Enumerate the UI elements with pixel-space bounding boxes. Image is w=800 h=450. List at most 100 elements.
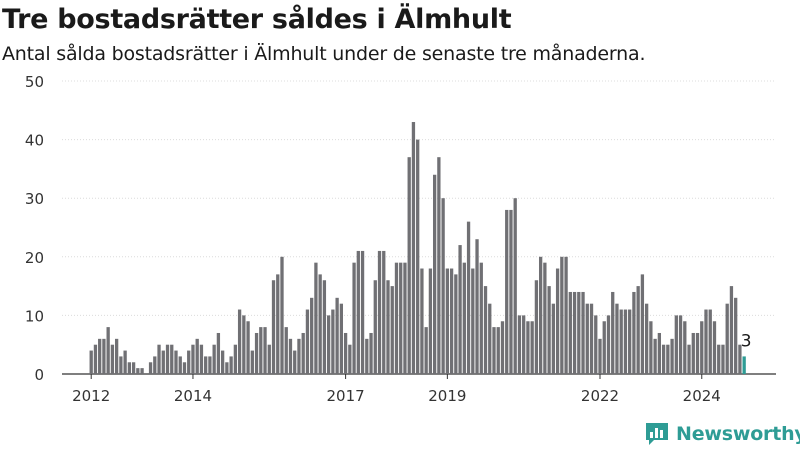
bar — [564, 256, 568, 374]
bar — [522, 315, 526, 374]
bar — [178, 356, 182, 374]
bar — [632, 291, 636, 374]
newsworthy-logo[interactable]: Newsworthy — [644, 420, 800, 448]
bar — [581, 291, 585, 374]
bar — [136, 368, 140, 374]
x-tick-label: 2019 — [428, 387, 466, 405]
x-tick-label: 2014 — [174, 387, 212, 405]
bar — [373, 280, 377, 374]
bars — [89, 122, 746, 375]
bar — [708, 309, 712, 374]
bar — [445, 268, 450, 374]
bar — [657, 332, 662, 374]
bar — [382, 250, 386, 374]
y-tick-label: 20 — [25, 249, 44, 267]
bar — [572, 291, 577, 374]
bar — [526, 321, 530, 374]
bar — [343, 332, 348, 374]
bar — [513, 198, 517, 374]
bar — [644, 303, 649, 374]
bar — [284, 327, 288, 374]
bar — [560, 256, 564, 374]
bar — [517, 315, 522, 374]
bar — [615, 303, 619, 374]
bar — [500, 321, 505, 374]
bar — [348, 344, 352, 374]
bar — [721, 344, 725, 374]
bar — [585, 303, 589, 374]
bar — [331, 309, 335, 374]
bar — [390, 286, 394, 374]
bar — [318, 274, 322, 374]
y-axis-labels: 0 10 20 30 40 50 — [25, 73, 44, 384]
bar — [225, 362, 229, 374]
bar — [233, 344, 238, 374]
bar — [161, 350, 165, 374]
bar — [229, 356, 233, 374]
newsworthy-icon — [646, 423, 668, 445]
bar — [394, 262, 399, 374]
bar — [174, 350, 178, 374]
bar — [250, 350, 254, 374]
bar — [165, 344, 170, 374]
bar — [305, 309, 310, 374]
bar — [127, 362, 132, 374]
bar — [237, 309, 242, 374]
bar — [276, 274, 280, 374]
bar — [377, 250, 382, 374]
bar — [577, 291, 581, 374]
bar — [271, 280, 276, 374]
bar — [589, 303, 594, 374]
bar — [479, 262, 483, 374]
bar — [543, 262, 547, 374]
bar — [695, 332, 700, 374]
bar — [729, 286, 734, 374]
bar — [310, 297, 314, 374]
bar — [360, 250, 365, 374]
bar — [704, 309, 708, 374]
bar — [454, 274, 458, 374]
bar — [242, 315, 246, 374]
bar — [131, 362, 136, 374]
bar — [140, 368, 144, 374]
bar — [110, 344, 115, 374]
bar — [717, 344, 721, 374]
bar — [437, 157, 441, 374]
x-tick-label: 2017 — [327, 387, 365, 405]
bar — [602, 321, 606, 374]
bar — [483, 286, 488, 374]
bar — [212, 344, 216, 374]
bar — [653, 338, 657, 374]
bar — [191, 344, 195, 374]
bar — [598, 338, 602, 374]
bar — [471, 268, 475, 374]
bar — [326, 315, 331, 374]
bar — [148, 362, 153, 374]
bar — [534, 280, 539, 374]
bar — [428, 268, 433, 374]
bar — [365, 338, 369, 374]
bar — [314, 262, 318, 374]
bar — [220, 350, 225, 374]
bar — [691, 332, 695, 374]
bar — [356, 250, 360, 374]
bar — [670, 338, 674, 374]
y-tick-label: 30 — [25, 190, 44, 208]
bar — [386, 280, 390, 374]
bar — [301, 332, 305, 374]
bar — [636, 286, 640, 374]
bar — [420, 268, 424, 374]
bar — [93, 344, 98, 374]
bar — [488, 303, 492, 374]
bar — [254, 332, 259, 374]
highlight-value-label: 3 — [741, 331, 752, 351]
bar — [547, 286, 551, 374]
x-tick-label: 2024 — [683, 387, 721, 405]
bar — [568, 291, 572, 374]
bar — [114, 338, 119, 374]
bar — [666, 344, 670, 374]
bar — [119, 356, 123, 374]
bar — [458, 245, 462, 374]
bar — [424, 327, 428, 374]
